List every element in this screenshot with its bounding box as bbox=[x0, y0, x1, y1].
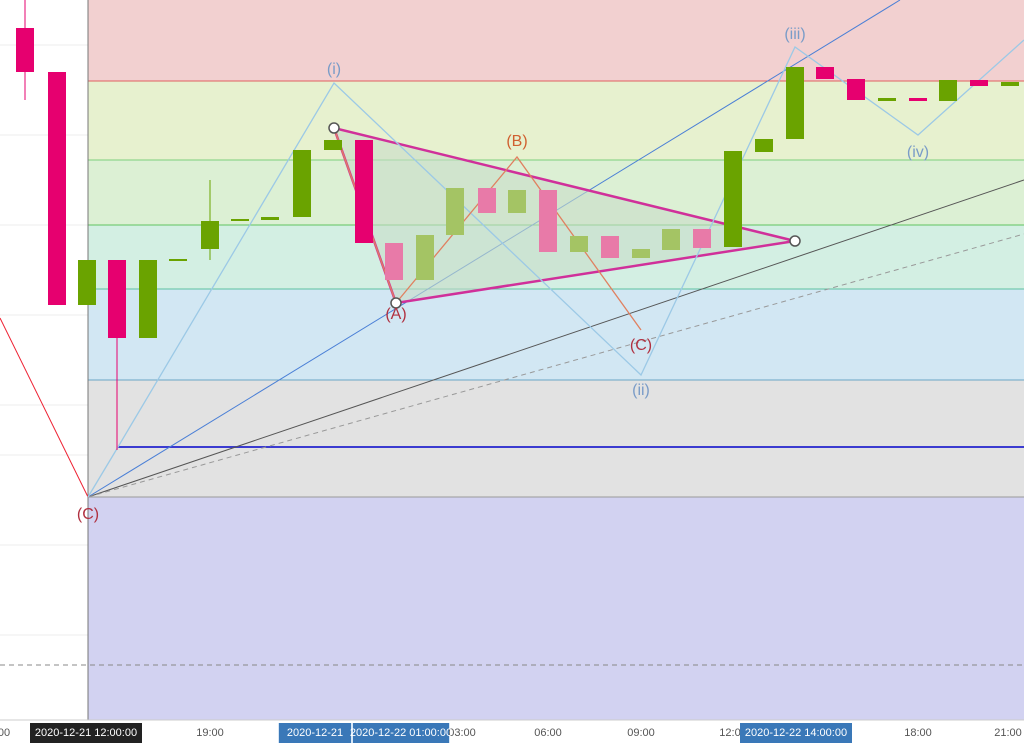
time-label: 12:0 bbox=[719, 727, 740, 739]
time-label: 00 bbox=[0, 727, 10, 739]
wave-label: (i) bbox=[327, 61, 341, 78]
time-label: 03:00 bbox=[448, 727, 476, 739]
candles bbox=[16, 0, 1019, 450]
wave-label: (B) bbox=[506, 133, 527, 150]
time-label: 19:00 bbox=[196, 727, 224, 739]
wave-label: (ii) bbox=[632, 382, 650, 399]
wave-label: (iii) bbox=[784, 26, 805, 43]
cursor-label: 2020-12-22 14:00:00 bbox=[745, 727, 847, 739]
wave-label: (A) bbox=[385, 306, 406, 323]
time-label: 09:00 bbox=[627, 727, 655, 739]
wave-labels: (i) (iii) (iv) (ii) (A) (B) (C) (C) bbox=[77, 26, 929, 523]
time-axis: 00 19:00 03:00 06:00 09:00 12:0 18:00 21… bbox=[0, 719, 1024, 746]
trend-lines bbox=[0, 0, 1024, 498]
grid bbox=[0, 44, 88, 636]
wave-label: (C) bbox=[77, 506, 99, 523]
wave-label: (C) bbox=[630, 337, 652, 354]
wave-label: (iv) bbox=[907, 144, 929, 161]
time-label: 06:00 bbox=[534, 727, 562, 739]
time-label: 18:00 bbox=[904, 727, 932, 739]
range-label: 2020-12-22 01:00:00 bbox=[350, 727, 452, 739]
fib-bands bbox=[0, 0, 1024, 720]
range-label: 2020-12-21 bbox=[287, 727, 343, 739]
cursor-label: 2020-12-21 12:00:00 bbox=[35, 727, 137, 739]
time-label: 21:00 bbox=[994, 727, 1022, 739]
